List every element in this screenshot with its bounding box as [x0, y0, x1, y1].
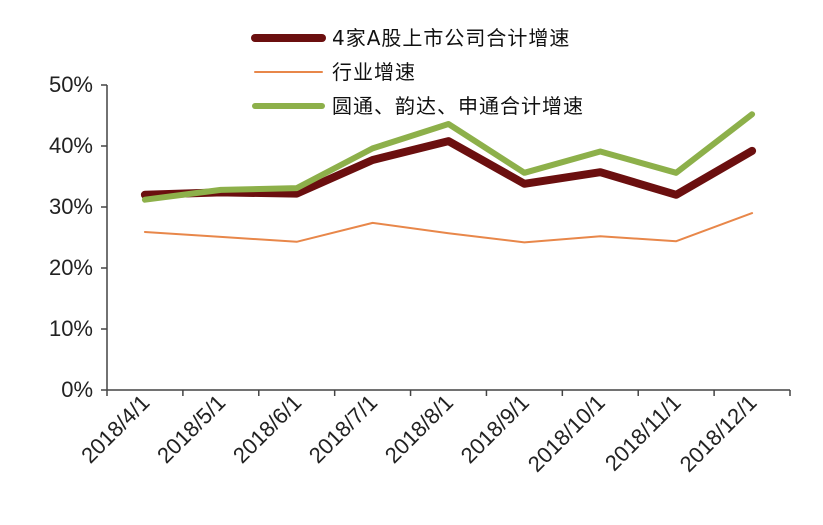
y-tick-label: 10% — [49, 316, 93, 341]
y-tick-label: 20% — [49, 255, 93, 280]
x-tick-label: 2018/6/1 — [228, 390, 306, 468]
series-line-1 — [140, 137, 757, 199]
x-tick-label: 2018/5/1 — [152, 390, 230, 468]
x-tick-label: 2018/9/1 — [456, 390, 534, 468]
x-tick-label: 2018/7/1 — [304, 390, 382, 468]
x-tick-label: 2018/12/1 — [675, 390, 762, 477]
legend-label: 行业增速 — [332, 60, 416, 84]
y-tick-label: 0% — [61, 377, 93, 402]
series-line-2 — [143, 212, 754, 244]
series-line-3 — [141, 111, 756, 203]
y-tick-label: 50% — [49, 72, 93, 97]
legend-label: 圆通、韵达、申通合计增速 — [332, 94, 584, 118]
x-tick-label: 2018/10/1 — [523, 390, 610, 477]
legend-label: 4家A股上市公司合计增速 — [332, 26, 570, 50]
y-tick-label: 30% — [49, 194, 93, 219]
y-tick-label: 40% — [49, 133, 93, 158]
series-layer — [140, 111, 757, 244]
x-tick-label: 2018/8/1 — [380, 390, 458, 468]
x-tick-label: 2018/11/1 — [600, 390, 686, 476]
